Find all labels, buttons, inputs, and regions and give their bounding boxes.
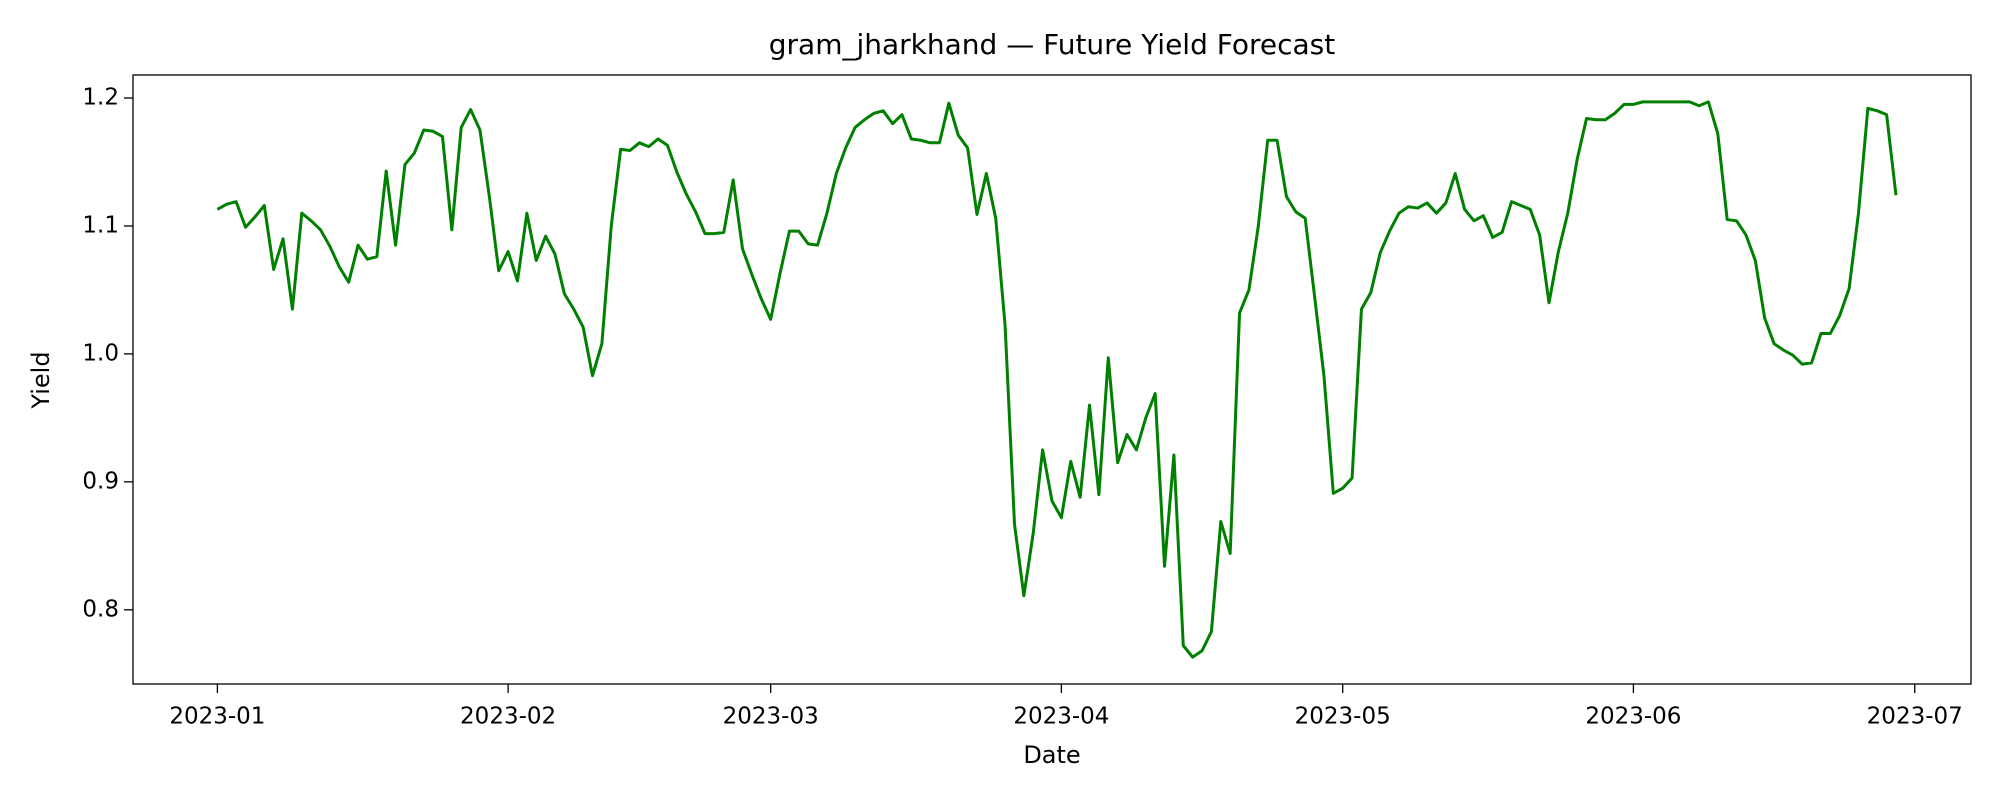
x-tick-label: 2023-07	[1867, 704, 1963, 730]
y-axis-label: Yield	[27, 351, 55, 409]
x-tick-label: 2023-04	[1013, 704, 1109, 730]
y-tick-label: 0.8	[82, 596, 119, 622]
x-tick-label: 2023-01	[169, 704, 265, 730]
x-tick-label: 2023-03	[723, 704, 819, 730]
y-tick-label: 0.9	[82, 468, 119, 494]
y-tick-label: 1.0	[82, 340, 119, 366]
y-tick-label: 1.2	[82, 85, 119, 111]
plot-frame	[132, 74, 1972, 685]
x-tick-label: 2023-02	[460, 704, 556, 730]
chart-title: gram_jharkhand — Future Yield Forecast	[769, 28, 1335, 61]
x-tick-label: 2023-05	[1295, 704, 1391, 730]
data-line	[216, 100, 1898, 659]
x-tick-label: 2023-06	[1585, 704, 1681, 730]
y-tick-label: 1.1	[82, 212, 119, 238]
x-axis-label: Date	[1023, 741, 1080, 769]
